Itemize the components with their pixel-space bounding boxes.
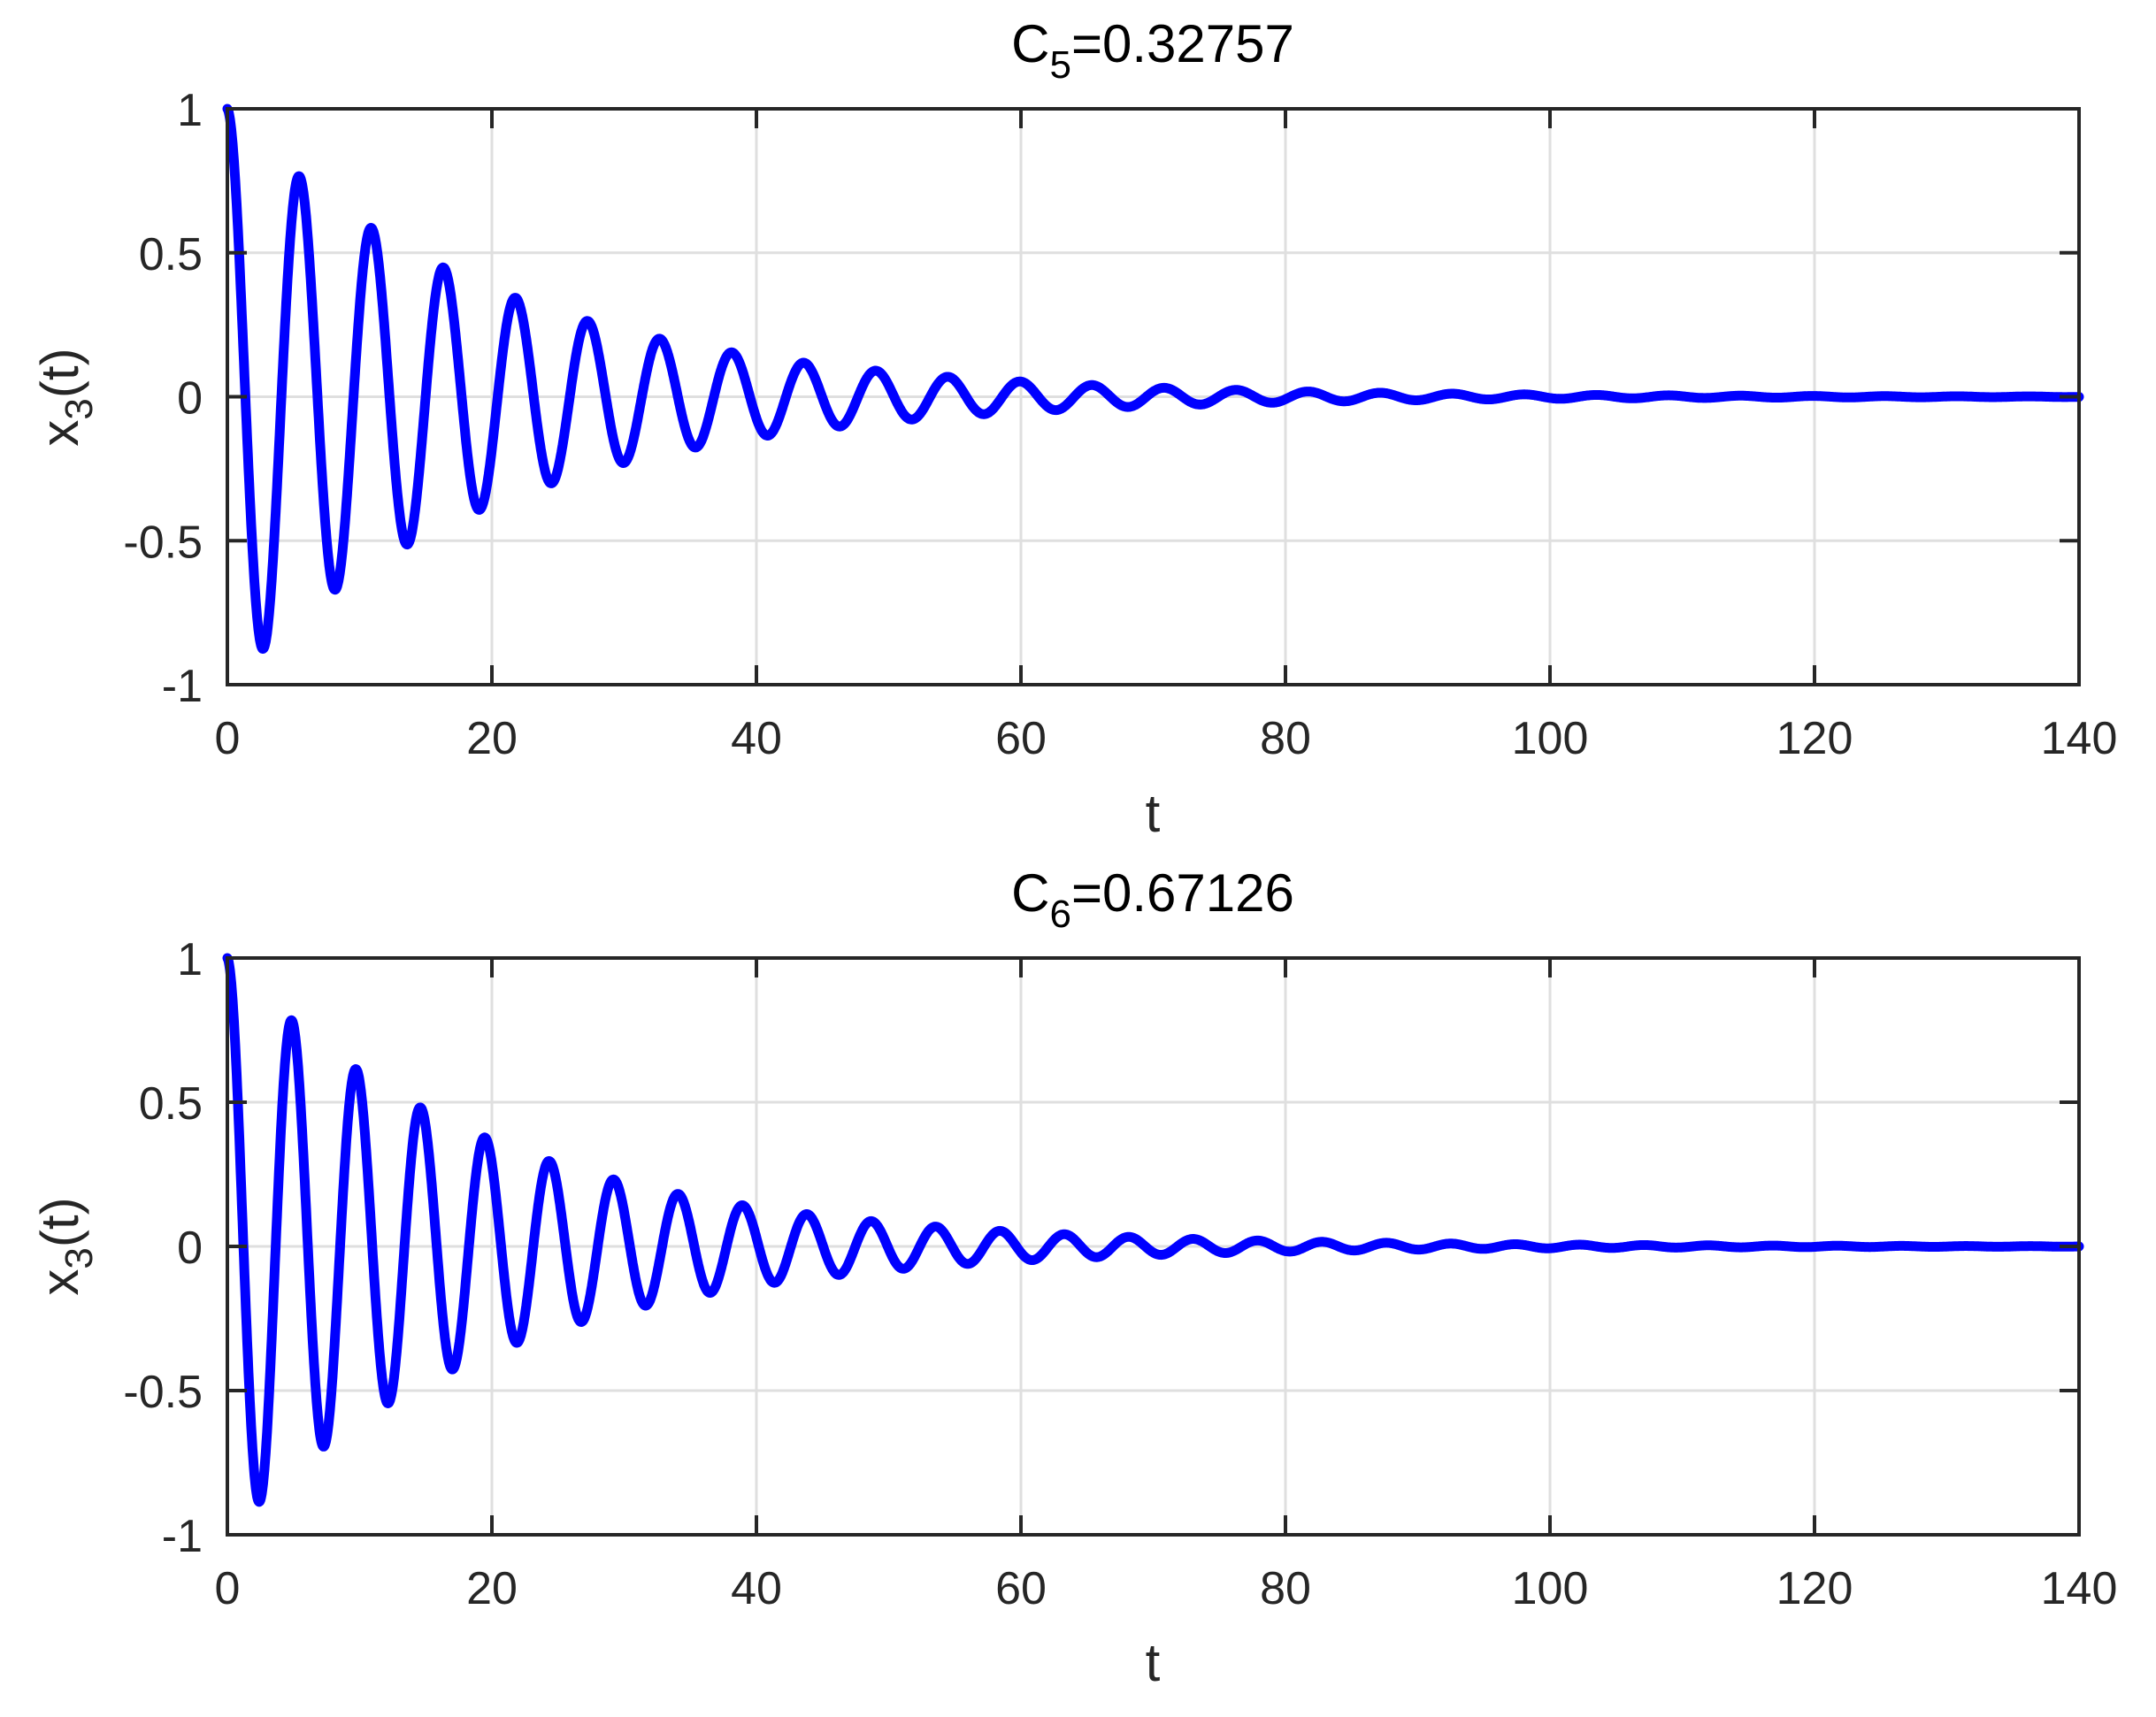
- x-tick-label: 20: [466, 1563, 518, 1614]
- y-axis-label-top: x3(t): [30, 348, 101, 446]
- x-tick-label: 140: [2041, 1563, 2118, 1614]
- y-axis-label-bottom: x3(t): [30, 1197, 101, 1295]
- y-tick-label: 0.5: [139, 229, 203, 280]
- y-tick-label: 0.5: [139, 1078, 203, 1130]
- x-tick-label: 0: [215, 713, 241, 764]
- x-tick-label: 60: [995, 713, 1047, 764]
- axes-box-top: [226, 107, 2081, 686]
- y-tick-label: 1: [177, 85, 203, 136]
- y-tick-label: 1: [177, 934, 203, 985]
- y-tick-labels-top: -1 -0.5 0 0.5 1: [123, 85, 203, 712]
- y-tick-label: -0.5: [123, 1367, 203, 1418]
- data-line-top: [222, 103, 2084, 654]
- x-tick-label: 100: [1512, 713, 1589, 764]
- x-tick-label: 80: [1260, 1563, 1311, 1614]
- x-axis-label-bottom: t: [1146, 1633, 1161, 1692]
- x-tick-label: 120: [1776, 713, 1853, 764]
- x-tick-label: 40: [731, 713, 782, 764]
- plot-title-bottom: C6=0.67126: [1011, 863, 1294, 936]
- subplot-top: C5=0.32757 0 20 40 60 80 100 120 140 -1 -0.5 0 0.5…: [30, 14, 2117, 843]
- y-tick-labels-bottom: -1 -0.5 0 0.5 1: [123, 934, 203, 1562]
- axes-box-bottom: [226, 956, 2081, 1537]
- x-tick-labels-bottom: 0 20 40 60 80 100 120 140: [215, 1563, 2118, 1614]
- x-tick-label: 20: [466, 713, 518, 764]
- plot-title-top: C5=0.32757: [1011, 14, 1294, 87]
- x-tick-labels-top: 0 20 40 60 80 100 120 140: [215, 713, 2118, 764]
- data-line-bottom: [222, 953, 2084, 1507]
- x-tick-label: 40: [731, 1563, 782, 1614]
- x-tick-label: 0: [215, 1563, 241, 1614]
- y-tick-label: 0: [177, 1223, 203, 1274]
- x-tick-label: 80: [1260, 713, 1311, 764]
- x-tick-label: 100: [1512, 1563, 1589, 1614]
- subplot-bottom: C6=0.67126 0 20 40 60 80 100 120 140 -1 -0.5 0 0.5…: [30, 863, 2117, 1692]
- y-tick-label: 0: [177, 373, 203, 425]
- x-tick-label: 120: [1776, 1563, 1853, 1614]
- y-tick-label: -1: [162, 661, 203, 712]
- y-tick-label: -0.5: [123, 517, 203, 568]
- x-axis-label-top: t: [1146, 784, 1161, 843]
- x-tick-label: 60: [995, 1563, 1047, 1614]
- x-tick-label: 140: [2041, 713, 2118, 764]
- y-tick-label: -1: [162, 1511, 203, 1562]
